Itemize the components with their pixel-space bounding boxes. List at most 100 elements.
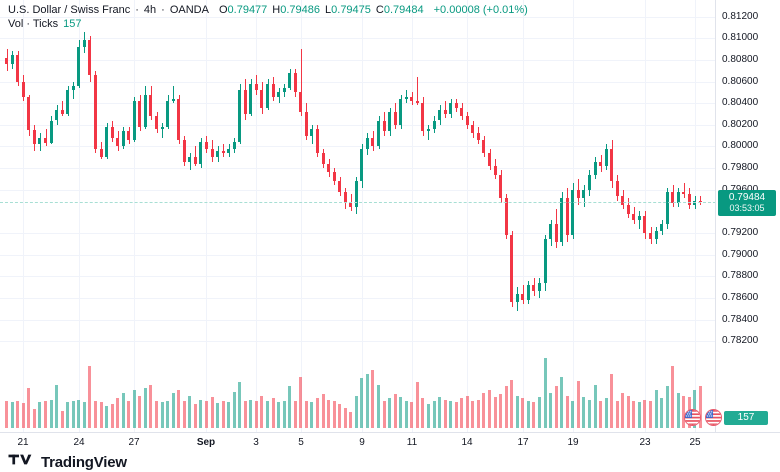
candle-body — [394, 111, 397, 125]
volume-bar — [155, 401, 158, 428]
gridline-horizontal — [0, 146, 716, 147]
candle-body — [544, 239, 547, 283]
volume-bar — [83, 401, 86, 428]
volume-bar — [111, 403, 114, 428]
volume-bar — [616, 401, 619, 428]
volume-bar — [544, 358, 547, 428]
us-flag-icon[interactable] — [705, 409, 722, 426]
volume-bar — [22, 403, 25, 428]
candle-body — [83, 40, 86, 47]
legend-low-value: 0.79475 — [331, 4, 371, 16]
volume-bar — [482, 393, 485, 428]
candle-body — [216, 150, 219, 158]
candle-body — [643, 215, 646, 233]
candle-body — [510, 235, 513, 303]
legend-open-key: O — [218, 4, 228, 16]
gridline-vertical — [362, 0, 363, 432]
volume-bar — [66, 401, 69, 428]
candle-body — [188, 157, 191, 162]
gridline-vertical — [256, 0, 257, 432]
candle-body — [444, 109, 447, 114]
candle-wick — [190, 152, 191, 171]
chart-plot-area[interactable] — [0, 0, 716, 432]
volume-bar — [127, 401, 130, 428]
us-flag-icon[interactable] — [684, 409, 701, 426]
candle-body — [360, 148, 363, 182]
volume-bar — [505, 386, 508, 428]
candle-body — [238, 90, 241, 143]
candle-body — [616, 181, 619, 197]
candle-body — [532, 284, 535, 292]
volume-series — [5, 358, 702, 428]
candle-body — [638, 215, 641, 220]
volume-bar — [33, 409, 36, 428]
time-tick-label: 23 — [639, 437, 651, 448]
candle-body — [588, 174, 591, 190]
volume-bar — [188, 395, 191, 428]
current-price-badge[interactable]: 0.79484 03:53:05 — [718, 190, 776, 216]
volume-value-badge[interactable]: 157 — [724, 411, 768, 425]
price-tick-label: 0.79200 — [722, 227, 759, 238]
volume-bar — [394, 394, 397, 428]
volume-bar — [94, 401, 97, 428]
volume-bar — [222, 401, 225, 428]
time-tick-label: 17 — [517, 437, 529, 448]
candle-body — [299, 92, 302, 112]
gridline-horizontal — [0, 82, 716, 83]
volume-bar — [255, 401, 258, 428]
candle-body — [371, 137, 374, 147]
legend-symbol[interactable]: U.S. Dollar / Swiss Franc — [8, 4, 131, 16]
candle-body — [211, 148, 214, 158]
price-scale[interactable]: 0.79484 03:53:05 157 — [684, 0, 780, 432]
gridline-horizontal — [0, 298, 716, 299]
volume-bar — [594, 384, 597, 428]
gridline-horizontal — [0, 320, 716, 321]
legend-close-key: C — [375, 4, 384, 16]
candle-body — [122, 131, 125, 147]
candle-body — [366, 137, 369, 149]
candle-body — [310, 129, 313, 136]
us-flag-glyph — [685, 410, 700, 425]
volume-bar — [294, 401, 297, 428]
volume-bar — [549, 393, 552, 428]
candle-body — [699, 200, 702, 203]
candle-body — [560, 198, 563, 242]
gridline-vertical — [467, 0, 468, 432]
candle-body — [116, 137, 119, 147]
candle-body — [249, 83, 252, 114]
time-tick-label: Sep — [196, 437, 216, 448]
legend-sep-1: · — [135, 4, 139, 16]
gridline-horizontal — [0, 103, 716, 104]
gridline-horizontal — [0, 17, 716, 18]
volume-bar — [133, 390, 136, 428]
volume-bar — [627, 395, 630, 428]
volume-bar — [371, 370, 374, 428]
candle-body — [677, 191, 680, 203]
price-tick-label: 0.80600 — [722, 75, 759, 87]
candle-body — [388, 111, 391, 132]
volume-bar — [582, 397, 585, 428]
volume-bar — [161, 402, 164, 428]
time-scale[interactable]: 21 24 27 Sep 3 5 9 11 14 17 19 23 25 — [0, 432, 780, 453]
legend-volume-label[interactable]: Vol · Ticks — [8, 18, 59, 30]
price-tick-label: 0.80400 — [722, 97, 759, 109]
volume-bar — [355, 395, 358, 428]
volume-bar — [588, 399, 591, 428]
candle-body — [16, 54, 19, 82]
candle-body — [555, 224, 558, 242]
chart-overlays — [0, 202, 716, 203]
candle-body — [594, 161, 597, 175]
candle-body — [349, 202, 352, 208]
volume-bar — [11, 402, 14, 428]
volume-bar — [655, 390, 658, 428]
price-tick-label: 0.80200 — [722, 118, 759, 130]
candle-body — [610, 148, 613, 182]
legend-interval[interactable]: 4h — [143, 4, 157, 16]
volume-bar — [571, 401, 574, 428]
candle-body — [66, 90, 69, 114]
candle-body — [666, 191, 669, 225]
volume-bar — [438, 397, 441, 428]
volume-bar — [605, 398, 608, 428]
volume-bar — [360, 378, 363, 428]
candle-body — [466, 116, 469, 125]
